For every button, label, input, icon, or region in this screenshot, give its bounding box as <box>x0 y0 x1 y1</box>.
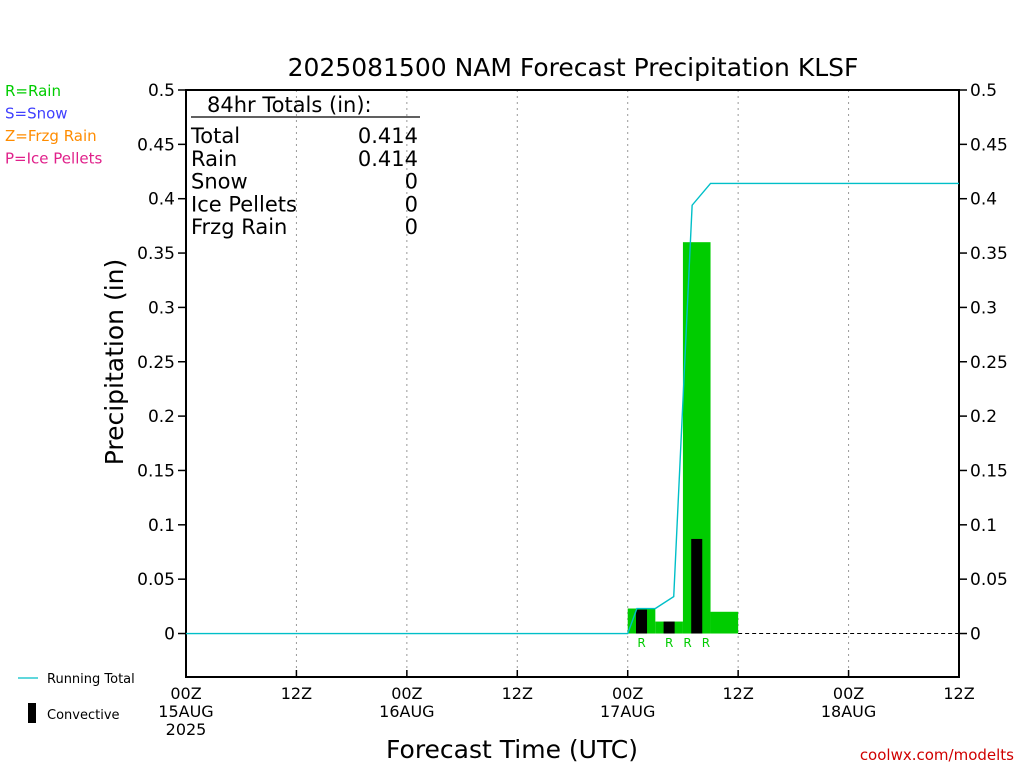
y-tick-label: 0.25 <box>137 353 175 373</box>
chart-title: 2025081500 NAM Forecast Precipitation KL… <box>288 53 859 82</box>
y-tick-label: 0.3 <box>148 298 175 318</box>
convective-legend: Convective <box>28 703 120 723</box>
y-tick-label: 0.2 <box>148 407 175 427</box>
y-tick-label-right: 0.15 <box>970 461 1008 481</box>
totals-row-label: Frzg Rain <box>191 215 287 239</box>
precip-bars <box>627 242 739 634</box>
x-tick-label: 12Z <box>722 684 753 703</box>
legend-entry: R=Rain <box>5 82 61 100</box>
precip-bar <box>710 611 739 634</box>
convective-bar <box>691 538 703 634</box>
y-tick-label-right: 0.1 <box>970 516 997 536</box>
precip-type-label: R <box>665 636 673 650</box>
legend-entry: S=Snow <box>5 105 68 123</box>
precip-type-label: R <box>683 636 691 650</box>
totals-row-label: Snow <box>191 170 248 194</box>
y-tick-label-right: 0 <box>970 625 981 645</box>
totals-row-label: Ice Pellets <box>191 192 297 216</box>
totals-row-value: 0.414 <box>358 124 418 148</box>
y-axis-label: Precipitation (in) <box>100 259 129 466</box>
totals-row-value: 0 <box>405 170 418 194</box>
y-tick-label: 0.45 <box>137 135 175 155</box>
totals-row-value: 0 <box>405 215 418 239</box>
x-axis-label: Forecast Time (UTC) <box>386 735 638 764</box>
precip-type-legend: R=Rain S=Snow Z=Frzg Rain P=Ice Pellets <box>5 82 102 168</box>
plot-frame <box>185 89 960 678</box>
precip-type-label: R <box>702 636 710 650</box>
x-tick-label: 00Z <box>833 684 864 703</box>
y-axis-left: 0.5 0.45 0.4 0.35 0.3 0.25 0.2 0.15 0.1 0.05 0 <box>137 81 186 645</box>
y-tick-label-right: 0.45 <box>970 135 1008 155</box>
x-tick-label: 18AUG <box>821 702 876 721</box>
convective-bar <box>663 621 675 634</box>
running-total-line <box>186 182 959 635</box>
totals-row-label: Total <box>190 124 240 148</box>
x-tick-label: 12Z <box>943 684 974 703</box>
convective-bar <box>635 609 648 634</box>
credit-text: coolwx.com/modelts <box>860 746 1014 764</box>
x-tick-label: 17AUG <box>600 702 655 721</box>
totals-box: 84hr Totals (in): Total 0.414 Rain 0.414 Snow… <box>190 93 420 239</box>
x-tick-label: 15AUG <box>158 702 213 721</box>
totals-row-value: 0 <box>405 192 418 216</box>
y-tick-label: 0.15 <box>137 461 175 481</box>
y-tick-label: 0.4 <box>148 190 175 210</box>
x-tick-label: 00Z <box>391 684 422 703</box>
x-tick-label: 12Z <box>281 684 312 703</box>
convective-legend-swatch <box>28 703 36 723</box>
convective-bars <box>635 538 703 634</box>
running-total-legend: Running Total <box>18 672 135 687</box>
y-tick-label: 0.05 <box>137 570 175 590</box>
running-total-legend-label: Running Total <box>47 672 135 687</box>
y-tick-label-right: 0.05 <box>970 570 1008 590</box>
totals-row-label: Rain <box>191 147 237 171</box>
x-tick-label: 12Z <box>502 684 533 703</box>
x-tick-label: 00Z <box>170 684 201 703</box>
y-tick-label: 0.5 <box>148 81 175 101</box>
precip-type-label: R <box>637 636 645 650</box>
y-tick-label-right: 0.4 <box>970 190 997 210</box>
y-tick-label-right: 0.3 <box>970 298 997 318</box>
totals-row-value: 0.414 <box>358 147 418 171</box>
y-tick-label: 0.1 <box>148 516 175 536</box>
y-tick-label-right: 0.5 <box>970 81 997 101</box>
legend-entry: Z=Frzg Rain <box>5 127 97 145</box>
y-tick-label-right: 0.25 <box>970 353 1008 373</box>
x-tick-label: 16AUG <box>379 702 434 721</box>
convective-legend-label: Convective <box>47 708 120 723</box>
x-tick-label: 2025 <box>166 720 207 739</box>
grid-lines <box>295 90 850 677</box>
y-tick-label-right: 0.35 <box>970 244 1008 264</box>
totals-header: 84hr Totals (in): <box>207 93 372 117</box>
y-tick-label: 0.35 <box>137 244 175 264</box>
running-total-polyline <box>186 182 959 635</box>
x-tick-label: 00Z <box>612 684 643 703</box>
y-axis-right: 0.5 0.45 0.4 0.35 0.3 0.25 0.2 0.15 0.1 0.05 0 <box>959 81 1008 645</box>
legend-entry: P=Ice Pellets <box>5 150 102 168</box>
y-tick-label: 0 <box>164 625 175 645</box>
y-tick-label-right: 0.2 <box>970 407 997 427</box>
